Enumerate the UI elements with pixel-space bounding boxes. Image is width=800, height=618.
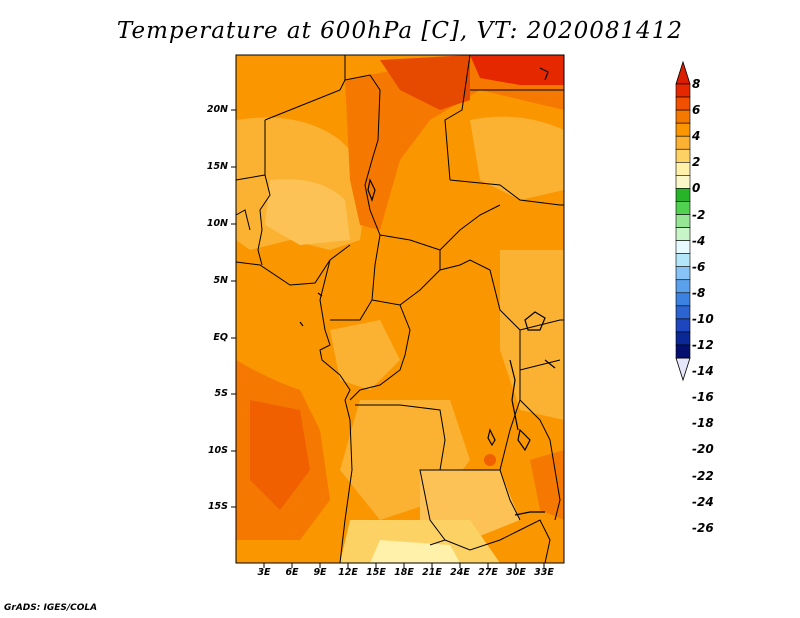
temperature-field bbox=[236, 55, 564, 563]
country-borders bbox=[235, 54, 564, 564]
lon-label: 24E bbox=[450, 567, 470, 578]
colorbar bbox=[675, 60, 691, 382]
colorbar-segment bbox=[675, 227, 691, 241]
lon-label: 21E bbox=[422, 567, 442, 578]
lon-label: 12E bbox=[338, 567, 358, 578]
colorbar-label: -6 bbox=[692, 259, 706, 274]
lon-label: 15E bbox=[366, 567, 386, 578]
axis-ticks bbox=[231, 109, 545, 568]
colorbar-segment bbox=[675, 253, 691, 267]
lat-label: 10S bbox=[207, 445, 228, 456]
colorbar-label: 8 bbox=[692, 77, 701, 91]
colorbar-segment bbox=[675, 175, 691, 189]
colorbar-segment bbox=[675, 122, 691, 137]
colorbar-segment bbox=[675, 201, 691, 215]
colorbar-label: -16 bbox=[692, 390, 714, 405]
lon-label: 33E bbox=[534, 567, 554, 578]
colorbar-segment bbox=[675, 148, 691, 163]
lat-label: 10N bbox=[206, 218, 228, 229]
lon-label: 9E bbox=[313, 567, 327, 578]
colorbar-segment bbox=[675, 279, 691, 294]
colorbar-segment bbox=[675, 266, 691, 281]
colorbar-label: -26 bbox=[692, 520, 714, 535]
lon-label: 3E bbox=[257, 567, 271, 578]
colorbar-segment bbox=[675, 109, 691, 124]
lon-label: 18E bbox=[394, 567, 414, 578]
colorbar-label: -14 bbox=[692, 364, 714, 379]
colorbar-label: 0 bbox=[692, 181, 701, 196]
colorbar-segment bbox=[675, 188, 691, 202]
colorbar-label: -2 bbox=[692, 207, 706, 222]
colorbar-segment bbox=[675, 135, 691, 150]
lat-label: 5N bbox=[213, 275, 228, 286]
colorbar-segment bbox=[675, 318, 691, 333]
colorbar-bottom-arrow bbox=[675, 357, 691, 382]
colorbar-label: -20 bbox=[692, 442, 714, 457]
colorbar-label: 6 bbox=[692, 103, 701, 118]
colorbar-label: -10 bbox=[692, 311, 714, 326]
colorbar-segment bbox=[675, 96, 691, 111]
colorbar-segment bbox=[675, 292, 691, 307]
lat-label: 15N bbox=[206, 161, 228, 172]
colorbar-segment bbox=[675, 83, 691, 98]
colorbar-segment bbox=[675, 214, 691, 228]
colorbar-label: 4 bbox=[692, 129, 701, 144]
lakes bbox=[299, 67, 556, 516]
colorbar-segment bbox=[675, 305, 691, 320]
chart-title: Temperature at 600hPa [C], VT: 202008141… bbox=[116, 18, 684, 44]
colorbar-label: -8 bbox=[692, 285, 706, 300]
colorbar-label: -22 bbox=[692, 468, 714, 483]
colorbar-segment bbox=[675, 344, 691, 359]
grads-credit: GrADS: IGES/COLA bbox=[4, 603, 98, 613]
map-frame bbox=[235, 54, 565, 564]
colorbar-label: -24 bbox=[692, 494, 714, 509]
colorbar-segment bbox=[675, 240, 691, 254]
colorbar-segment bbox=[675, 331, 691, 346]
colorbar-label: -12 bbox=[692, 338, 714, 352]
lon-label: 30E bbox=[506, 567, 526, 578]
lat-label: EQ bbox=[213, 332, 228, 343]
lat-label: 15S bbox=[207, 501, 228, 512]
colorbar-label: -4 bbox=[692, 233, 706, 248]
colorbar-segment bbox=[675, 162, 691, 176]
lon-label: 27E bbox=[478, 567, 498, 578]
lat-label: 20N bbox=[206, 104, 228, 115]
lon-label: 6E bbox=[285, 567, 299, 578]
colorbar-label: -18 bbox=[692, 416, 714, 431]
colorbar-label: 2 bbox=[692, 155, 701, 170]
colorbar-top-arrow bbox=[675, 60, 691, 85]
lat-label: 5S bbox=[214, 388, 228, 399]
